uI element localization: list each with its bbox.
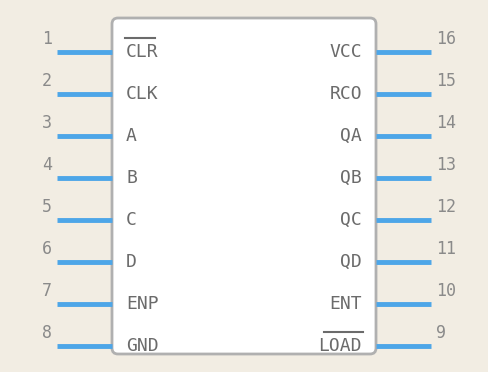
Text: QB: QB: [340, 169, 362, 187]
Text: 16: 16: [436, 30, 456, 48]
Text: 3: 3: [42, 114, 52, 132]
Text: 6: 6: [42, 240, 52, 258]
Text: 15: 15: [436, 72, 456, 90]
Text: B: B: [126, 169, 137, 187]
Text: GND: GND: [126, 337, 159, 355]
Text: 11: 11: [436, 240, 456, 258]
Text: QA: QA: [340, 127, 362, 145]
Text: 9: 9: [436, 324, 446, 342]
Text: 14: 14: [436, 114, 456, 132]
Text: 12: 12: [436, 198, 456, 216]
Text: 7: 7: [42, 282, 52, 300]
Text: RCO: RCO: [329, 85, 362, 103]
Text: LOAD: LOAD: [319, 337, 362, 355]
Text: QC: QC: [340, 211, 362, 229]
Text: 1: 1: [42, 30, 52, 48]
Text: 2: 2: [42, 72, 52, 90]
Text: C: C: [126, 211, 137, 229]
Text: ENT: ENT: [329, 295, 362, 313]
FancyBboxPatch shape: [112, 18, 376, 354]
Text: 13: 13: [436, 156, 456, 174]
Text: A: A: [126, 127, 137, 145]
Text: VCC: VCC: [329, 43, 362, 61]
Text: ENP: ENP: [126, 295, 159, 313]
Text: QD: QD: [340, 253, 362, 271]
Text: 5: 5: [42, 198, 52, 216]
Text: CLK: CLK: [126, 85, 159, 103]
Text: D: D: [126, 253, 137, 271]
Text: 8: 8: [42, 324, 52, 342]
Text: CLR: CLR: [126, 43, 159, 61]
Text: 10: 10: [436, 282, 456, 300]
Text: 4: 4: [42, 156, 52, 174]
